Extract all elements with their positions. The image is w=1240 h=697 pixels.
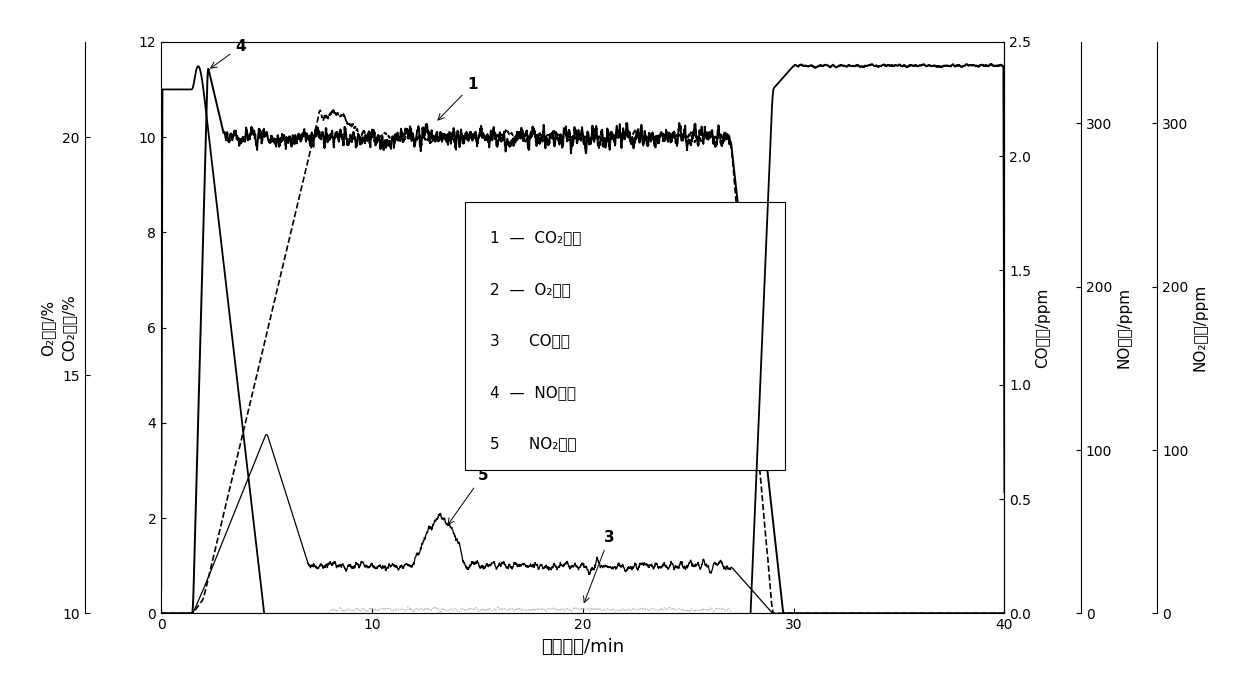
Y-axis label: CO浓度/ppm: CO浓度/ppm — [1035, 287, 1050, 368]
Bar — [465, 202, 785, 470]
Text: 4  —  NO浓度: 4 — NO浓度 — [490, 385, 577, 400]
Text: 4: 4 — [211, 39, 246, 68]
Text: 5      NO₂浓度: 5 NO₂浓度 — [490, 436, 577, 451]
Text: 2  —  O₂浓度: 2 — O₂浓度 — [490, 282, 570, 297]
Text: 1  —  CO₂浓度: 1 — CO₂浓度 — [490, 231, 582, 245]
X-axis label: 烧结时间/min: 烧结时间/min — [541, 638, 625, 656]
Y-axis label: NO浓度/ppm: NO浓度/ppm — [1116, 287, 1131, 368]
Text: 3      CO浓度: 3 CO浓度 — [490, 333, 570, 348]
Text: 1: 1 — [438, 77, 477, 120]
Y-axis label: NO₂浓度/ppm: NO₂浓度/ppm — [1193, 284, 1208, 372]
Text: 3: 3 — [584, 530, 615, 603]
Y-axis label: CO₂浓度/%: CO₂浓度/% — [61, 294, 76, 361]
Y-axis label: O₂浓度/%: O₂浓度/% — [41, 300, 56, 355]
Text: 5: 5 — [448, 468, 489, 524]
